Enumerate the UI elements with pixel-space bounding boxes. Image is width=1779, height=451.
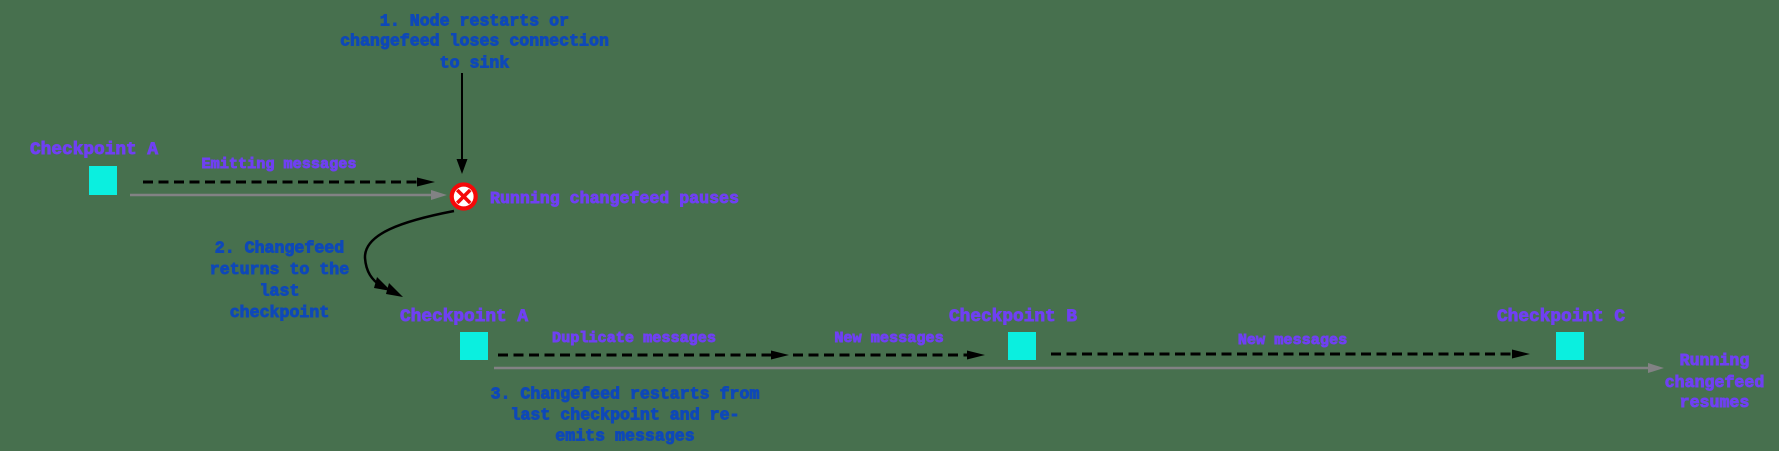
svg-text:checkpoint: checkpoint [230,303,330,322]
svg-text:resumes: resumes [1680,393,1750,412]
svg-text:2. Changefeed: 2. Changefeed [215,239,344,258]
svg-text:Running changefeed pauses: Running changefeed pauses [490,189,739,208]
svg-text:last checkpoint and re-: last checkpoint and re- [510,406,739,425]
svg-text:Emitting messages: Emitting messages [202,155,357,173]
svg-text:Duplicate messages: Duplicate messages [552,329,716,347]
svg-text:to sink: to sink [440,54,510,73]
svg-text:Checkpoint B: Checkpoint B [949,307,1077,327]
svg-text:changefeed: changefeed [1665,373,1765,392]
svg-text:New messages: New messages [834,329,943,347]
svg-text:Checkpoint C: Checkpoint C [1497,307,1625,327]
svg-text:changefeed loses connection: changefeed loses connection [340,32,609,51]
svg-text:Checkpoint A: Checkpoint A [30,140,158,160]
svg-text:Running: Running [1680,351,1750,370]
svg-text:3. Changefeed restarts from: 3. Changefeed restarts from [491,385,760,404]
svg-text:New messages: New messages [1238,331,1347,349]
svg-text:returns to the: returns to the [210,260,349,279]
svg-text:emits messages: emits messages [555,427,694,446]
svg-text:1. Node restarts or: 1. Node restarts or [380,12,569,31]
svg-text:Checkpoint A: Checkpoint A [400,307,528,327]
svg-text:last: last [260,282,300,301]
